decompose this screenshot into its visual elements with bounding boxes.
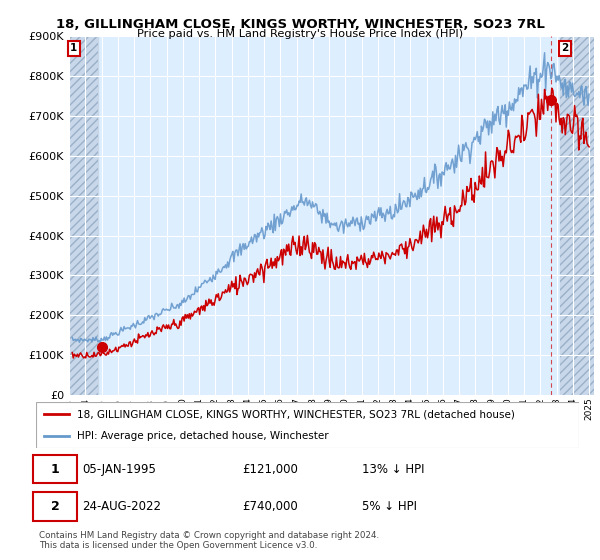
Bar (69, 36, 98, 395)
Bar (69, 36, 98, 395)
Bar (560, 36, 594, 395)
Text: 24-AUG-2022: 24-AUG-2022 (82, 500, 161, 513)
FancyBboxPatch shape (36, 402, 579, 448)
Bar (560, 36, 594, 395)
Text: 1: 1 (70, 43, 77, 53)
Text: 18, GILLINGHAM CLOSE, KINGS WORTHY, WINCHESTER, SO23 7RL: 18, GILLINGHAM CLOSE, KINGS WORTHY, WINC… (56, 18, 544, 31)
Text: 2: 2 (50, 500, 59, 513)
Text: £121,000: £121,000 (242, 463, 298, 475)
Text: 13% ↓ HPI: 13% ↓ HPI (362, 463, 424, 475)
FancyBboxPatch shape (33, 455, 77, 483)
Text: 2: 2 (561, 43, 568, 53)
Text: 1: 1 (50, 463, 59, 475)
Text: 5% ↓ HPI: 5% ↓ HPI (362, 500, 417, 513)
Text: HPI: Average price, detached house, Winchester: HPI: Average price, detached house, Winc… (77, 431, 328, 441)
Text: 18, GILLINGHAM CLOSE, KINGS WORTHY, WINCHESTER, SO23 7RL (detached house): 18, GILLINGHAM CLOSE, KINGS WORTHY, WINC… (77, 409, 515, 419)
Text: Price paid vs. HM Land Registry's House Price Index (HPI): Price paid vs. HM Land Registry's House … (137, 29, 463, 39)
FancyBboxPatch shape (33, 492, 77, 521)
Text: £740,000: £740,000 (242, 500, 298, 513)
Text: 05-JAN-1995: 05-JAN-1995 (82, 463, 156, 475)
Text: Contains HM Land Registry data © Crown copyright and database right 2024.
This d: Contains HM Land Registry data © Crown c… (39, 531, 379, 550)
